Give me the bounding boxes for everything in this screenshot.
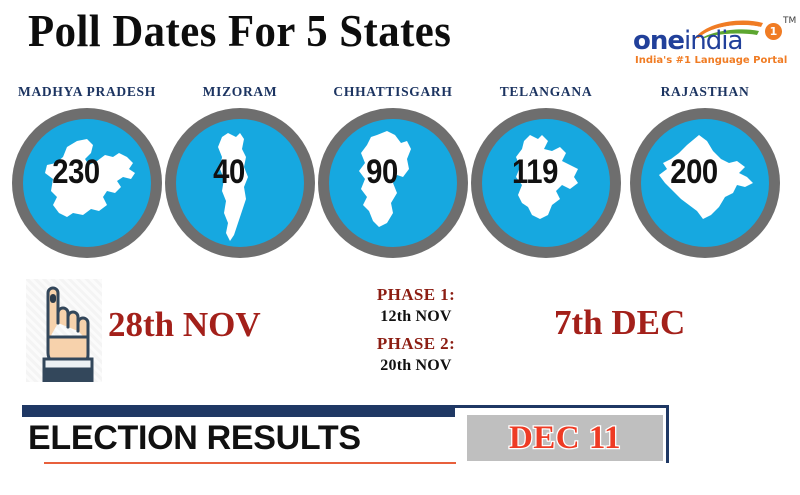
election-results-banner: ELECTION RESULTS DEC 11 <box>22 405 669 464</box>
state-label: RAJASTHAN <box>660 84 750 99</box>
state-circle-inner <box>641 119 769 247</box>
seat-count: 90 <box>366 152 398 191</box>
state-circle-inner <box>482 119 610 247</box>
trademark-mark: TM <box>783 16 797 26</box>
chhattisgarh-map <box>359 131 411 227</box>
seat-count: 119 <box>512 152 558 191</box>
tricolor-swoosh-icon <box>693 19 765 39</box>
date-telangana-rajasthan: 7th DEC <box>554 303 686 342</box>
inked-index-finger-icon <box>26 279 102 382</box>
phase-1-date: 12th NOV <box>380 307 452 325</box>
state-label: TELANGANA <box>499 84 593 99</box>
state-circle: 40 <box>165 108 315 258</box>
date-madhya-pradesh: 28th NOV <box>108 305 261 344</box>
logo-wordmark: oneindia <box>633 26 743 56</box>
phase-2-label: PHASE 2: <box>376 333 456 353</box>
phase-2-date: 20th NOV <box>380 356 452 374</box>
page-title: Poll Dates For 5 States <box>28 5 452 56</box>
election-results-label: ELECTION RESULTS <box>28 419 361 457</box>
telangana-map <box>516 135 578 219</box>
logo-tagline: India's #1 Language Portal <box>635 55 788 66</box>
logo-word-one: one <box>633 26 685 56</box>
rajasthan-map <box>659 135 753 219</box>
navy-thin-edge <box>455 405 669 408</box>
mizoram-map <box>218 133 248 241</box>
seat-count: 200 <box>670 152 718 191</box>
result-date-box: DEC 11 <box>467 415 663 461</box>
seat-count: 40 <box>213 152 245 191</box>
state-label: MADHYA PRADESH <box>18 84 156 99</box>
navy-top-bar <box>22 405 455 417</box>
state-circle-inner <box>176 119 304 247</box>
madhya-pradesh-map <box>45 139 135 217</box>
orange-rule <box>44 462 456 464</box>
state-label: MIZORAM <box>202 84 278 99</box>
phase-1-label: PHASE 1: <box>376 285 456 304</box>
logo-number-badge: 1 <box>765 23 782 40</box>
result-date-label: DEC 11 <box>508 418 622 457</box>
state-circle: 90 <box>318 108 468 258</box>
date-chhattisgarh-phases: PHASE 1: 12th NOV PHASE 2: 20th NOV <box>326 284 506 382</box>
state-circle: 230 <box>12 108 162 258</box>
state-label: CHHATTISGARH <box>333 84 453 99</box>
state-circle-inner <box>23 119 151 247</box>
seat-count: 230 <box>52 152 100 191</box>
logo-word-india: india <box>684 26 743 56</box>
state-circle: 200 <box>630 108 780 258</box>
state-circle-inner <box>329 119 457 247</box>
state-circle: 119 <box>471 108 621 258</box>
navy-right-edge <box>666 405 669 463</box>
oneindia-logo[interactable]: oneindia 1 TM India's #1 Language Portal <box>633 12 797 70</box>
